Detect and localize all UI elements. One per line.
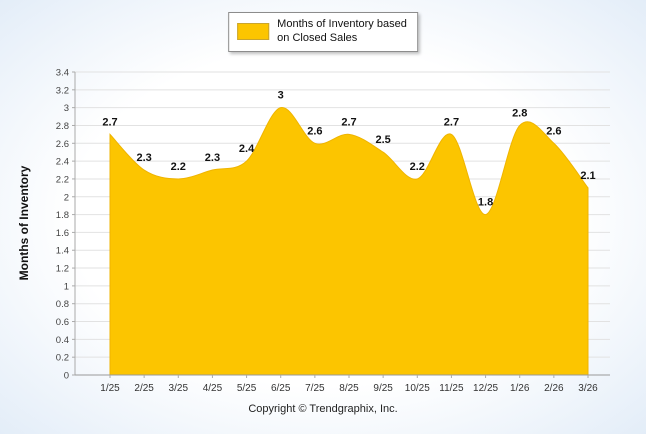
x-tick-label: 12/25 [473,383,498,394]
data-label: 2.7 [341,116,356,128]
x-tick-label: 2/26 [544,383,564,394]
x-tick-label: 10/25 [405,383,430,394]
copyright-text: Copyright © Trendgraphix, Inc. [248,403,398,415]
x-tick-label: 7/25 [305,383,325,394]
y-tick-label: 1.6 [56,228,69,239]
legend-label: Months of Inventory based on Closed Sale… [277,18,407,46]
y-tick-label: 0.4 [56,335,69,346]
x-tick-label: 6/25 [271,383,291,394]
y-tick-label: 1.4 [56,246,69,257]
legend-label-line2: on Closed Sales [277,31,358,44]
y-tick-label: 3.2 [56,85,69,96]
y-tick-label: 2.2 [56,174,69,185]
y-tick-label: 0 [64,371,69,382]
x-tick-label: 3/26 [578,383,598,394]
data-label: 2.3 [205,152,220,164]
y-tick-label: 3 [64,103,69,114]
data-label: 2.6 [546,125,561,137]
y-tick-label: 1.2 [56,264,69,275]
y-tick-label: 0.6 [56,317,69,328]
legend-label-line1: Months of Inventory based [277,18,407,30]
data-label: 2.1 [580,170,595,182]
y-tick-label: 0.8 [56,299,69,310]
data-label: 2.7 [444,116,459,128]
data-label: 2.7 [102,116,117,128]
y-tick-label: 2.6 [56,139,69,150]
y-tick-label: 2.8 [56,121,69,132]
y-tick-label: 2.4 [56,157,69,168]
y-tick-label: 1 [64,281,69,292]
legend: Months of Inventory based on Closed Sale… [228,12,418,52]
data-label: 1.8 [478,197,493,209]
data-label: 2.3 [136,152,151,164]
x-tick-label: 11/25 [439,383,464,394]
x-tick-label: 8/25 [339,383,359,394]
x-tick-label: 2/25 [134,383,154,394]
chart-svg: 0 0.2 0.4 0.6 0.8 1 1.2 1.4 1.6 1.8 2 2.2 2.4 2.6 2.8 3… [56,68,610,394]
data-label: 3 [278,90,284,102]
y-tick-label: 2 [64,192,69,203]
x-tick-label: 3/25 [169,383,189,394]
data-label: 2.8 [512,107,527,119]
y-tick-label: 3.4 [56,68,69,79]
area-series [109,107,589,376]
data-label: 2.2 [410,161,425,173]
x-tick-label: 4/25 [203,383,223,394]
data-label: 2.4 [239,143,255,155]
data-label: 2.5 [375,134,390,146]
data-label: 2.2 [171,161,186,173]
legend-swatch-icon [237,23,270,41]
y-tick-label: 1.8 [56,210,69,221]
y-tick-label: 0.2 [56,353,69,364]
x-tick-label: 1/26 [510,383,530,394]
x-tick-label: 9/25 [373,383,393,394]
x-tick-label: 5/25 [237,383,257,394]
x-tick-label: 1/25 [100,383,120,394]
data-label: 2.6 [307,125,322,137]
